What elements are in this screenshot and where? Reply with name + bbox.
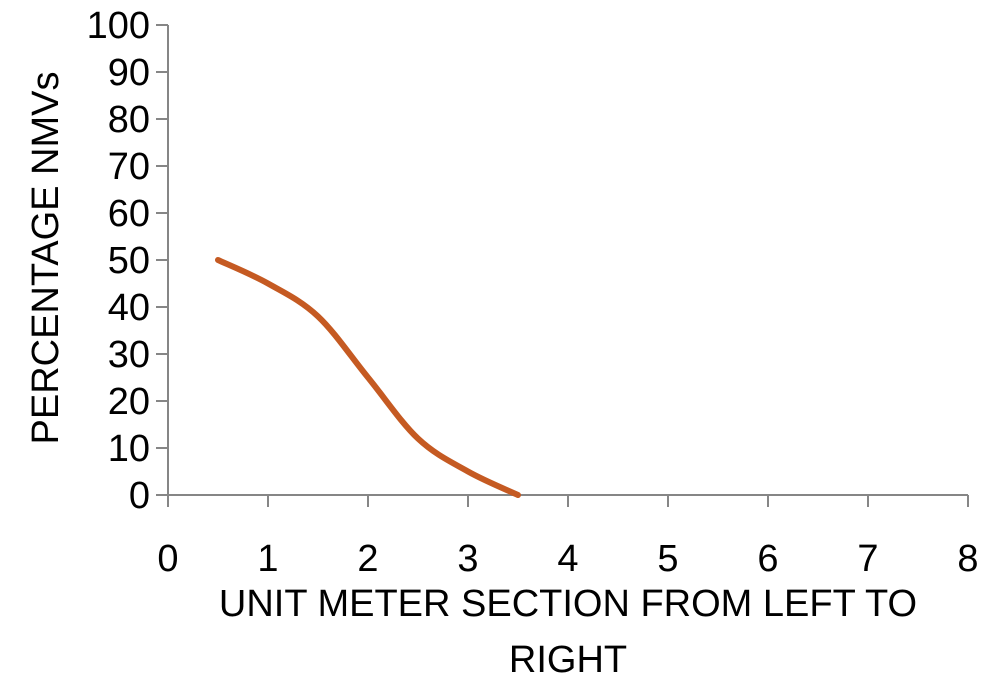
- y-tick-label: 70: [108, 146, 150, 188]
- x-tick-label: 1: [257, 538, 278, 580]
- x-tick-label: 3: [457, 538, 478, 580]
- x-tick-label: 4: [557, 538, 578, 580]
- y-axis: 0 10 20 30 40 50 60 70 80 90 100: [87, 5, 169, 517]
- y-tick-label: 100: [87, 5, 150, 47]
- x-tick-label: 7: [857, 538, 878, 580]
- x-tick-label: 0: [157, 538, 178, 580]
- series-layer: [215, 257, 521, 498]
- y-tick-label: 20: [108, 381, 150, 423]
- y-tick-label: 60: [108, 193, 150, 235]
- y-tick-label: 30: [108, 334, 150, 376]
- x-axis-title-line-2: RIGHT: [509, 639, 627, 678]
- y-tick-label: 40: [108, 287, 150, 329]
- x-tick-label: 5: [657, 538, 678, 580]
- x-axis-title-line-1: UNIT METER SECTION FROM LEFT TO: [219, 583, 917, 625]
- x-tick-label: 6: [757, 538, 778, 580]
- y-tick-label: 90: [108, 52, 150, 94]
- x-axis: 0 1 2 3 4 5 6 7 8: [157, 494, 979, 580]
- series-line: [215, 257, 521, 498]
- y-tick-label: 0: [129, 475, 150, 517]
- y-tick-label: 80: [108, 99, 150, 141]
- y-axis-title: PERCENTAGE NMVs: [25, 71, 67, 444]
- x-tick-label: 8: [957, 538, 978, 580]
- y-tick-label: 10: [108, 428, 150, 470]
- y-axis-title-group: PERCENTAGE NMVs: [25, 71, 67, 444]
- y-tick-label: 50: [108, 240, 150, 282]
- x-tick-label: 2: [357, 538, 378, 580]
